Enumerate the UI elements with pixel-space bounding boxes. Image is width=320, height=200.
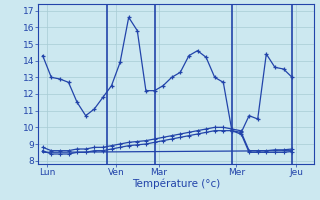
- X-axis label: Température (°c): Température (°c): [132, 179, 220, 189]
